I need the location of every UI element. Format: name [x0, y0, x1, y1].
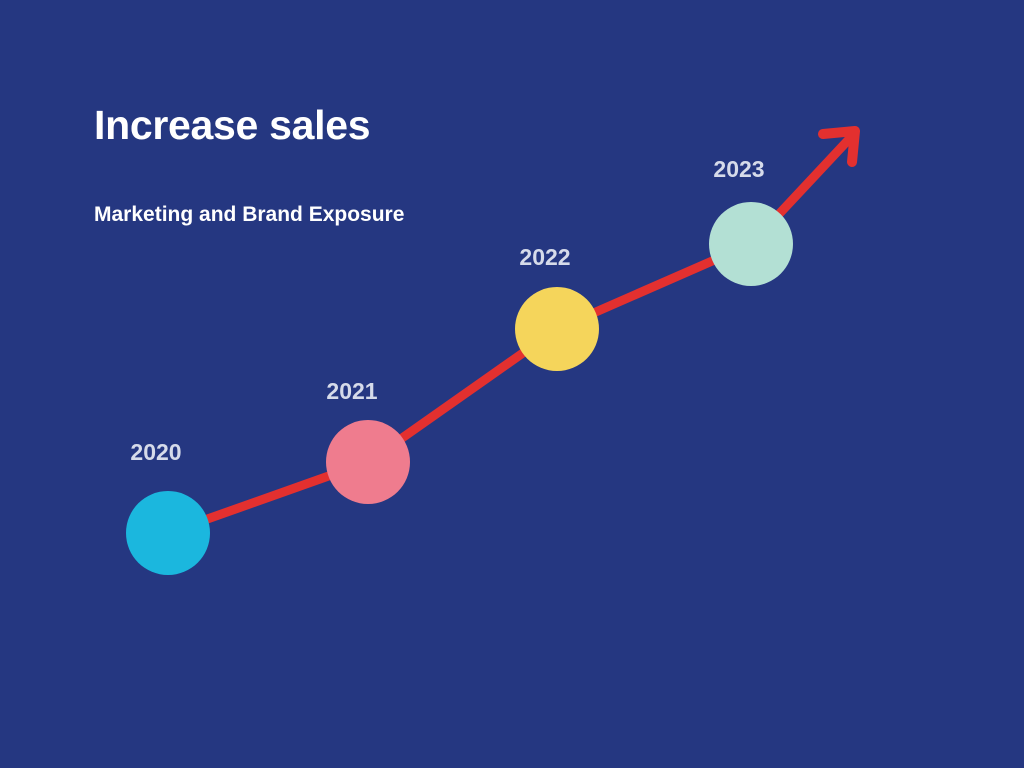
milestone-node-2020: [126, 491, 210, 575]
arrow-head-icon: [818, 126, 860, 167]
page-title: Increase sales: [94, 102, 371, 148]
milestone-node-2023: [709, 202, 793, 286]
milestone-year-label: 2022: [519, 244, 570, 270]
milestone-year-label: 2020: [130, 439, 181, 465]
milestone-year-label: 2023: [713, 156, 764, 182]
milestone-node-2022: [515, 287, 599, 371]
page-subtitle: Marketing and Brand Exposure: [94, 203, 405, 226]
milestone-node-2021: [326, 420, 410, 504]
milestone-year-label: 2021: [326, 378, 377, 404]
